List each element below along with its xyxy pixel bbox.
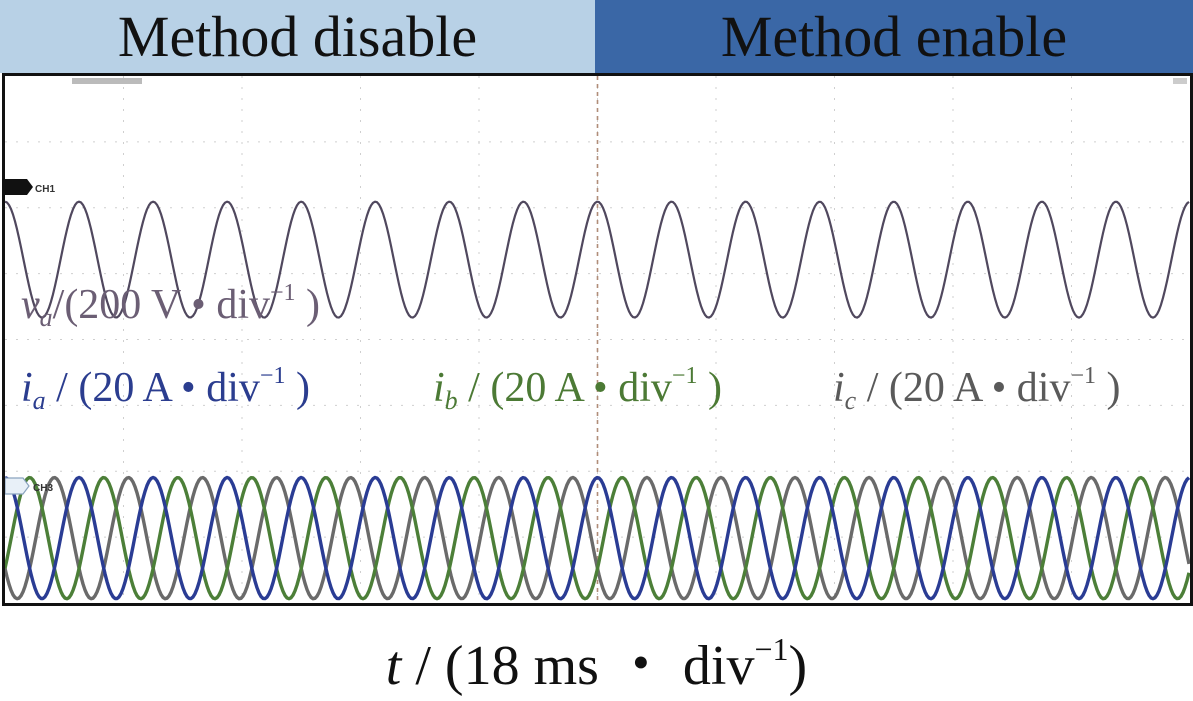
ch1-marker: CH1 [5,179,55,195]
ib-unit: / (20 A • div [457,365,672,411]
ib-close: ) [697,365,722,411]
ch3-marker: CH3 [5,477,53,495]
va-close: ) [295,282,321,328]
method-enable-text: Method enable [720,4,1068,69]
ia-superscript: −1 [259,363,286,389]
va-subscript: a [39,303,53,332]
x-axis-label: t / (18 ms ・ div−1) [0,620,1193,701]
waveform-plot: CH1 CH3 [5,76,1190,603]
va-superscript: −1 [270,280,296,306]
ia-symbol: i [21,365,33,411]
ic-unit: / (20 A • div [856,365,1071,411]
ch1-marker-arrow [5,179,33,195]
x-axis-superscript: −1 [754,631,789,667]
method-enable-banner: Method enable [595,0,1193,73]
ic-close: ) [1096,365,1121,411]
trace-va [5,200,1190,319]
va-unit: /(200 V • div [52,282,270,328]
x-axis-unit: / (18 ms ・ div [401,635,755,697]
ic-superscript: −1 [1070,363,1096,389]
x-axis-symbol: t [385,635,402,697]
scope-top-tab [72,78,142,84]
ch1-marker-text: CH1 [35,184,55,195]
ib-symbol: i [433,365,445,411]
trace-ia [5,475,1190,601]
va-label: va/(200 V • div−1 ) [21,281,320,331]
ib-subscript: b [444,386,458,415]
method-disable-text: Method disable [117,4,478,69]
ia-label: ia / (20 A • div−1 ) [21,364,310,414]
ia-unit: / (20 A • div [45,365,260,411]
ia-close: ) [285,365,310,411]
grid [5,76,1190,603]
ic-subscript: c [844,386,857,415]
ic-symbol: i [833,365,845,411]
x-axis-close: ) [788,635,808,697]
ic-label: ic / (20 A • div−1 ) [833,364,1121,414]
scope-corner-tab [1173,78,1187,84]
ib-superscript: −1 [671,363,698,389]
va-symbol: v [21,282,40,328]
ia-subscript: a [32,386,46,415]
ch3-marker-arrow [5,477,30,495]
method-disable-banner: Method disable [0,0,595,73]
ib-label: ib / (20 A • div−1 ) [433,364,722,414]
ch3-marker-text: CH3 [33,483,53,494]
traces [5,200,1190,601]
oscilloscope-screen: CH1 CH3 va/(200 V • div−1 ) ia / (20 A •… [2,73,1193,606]
